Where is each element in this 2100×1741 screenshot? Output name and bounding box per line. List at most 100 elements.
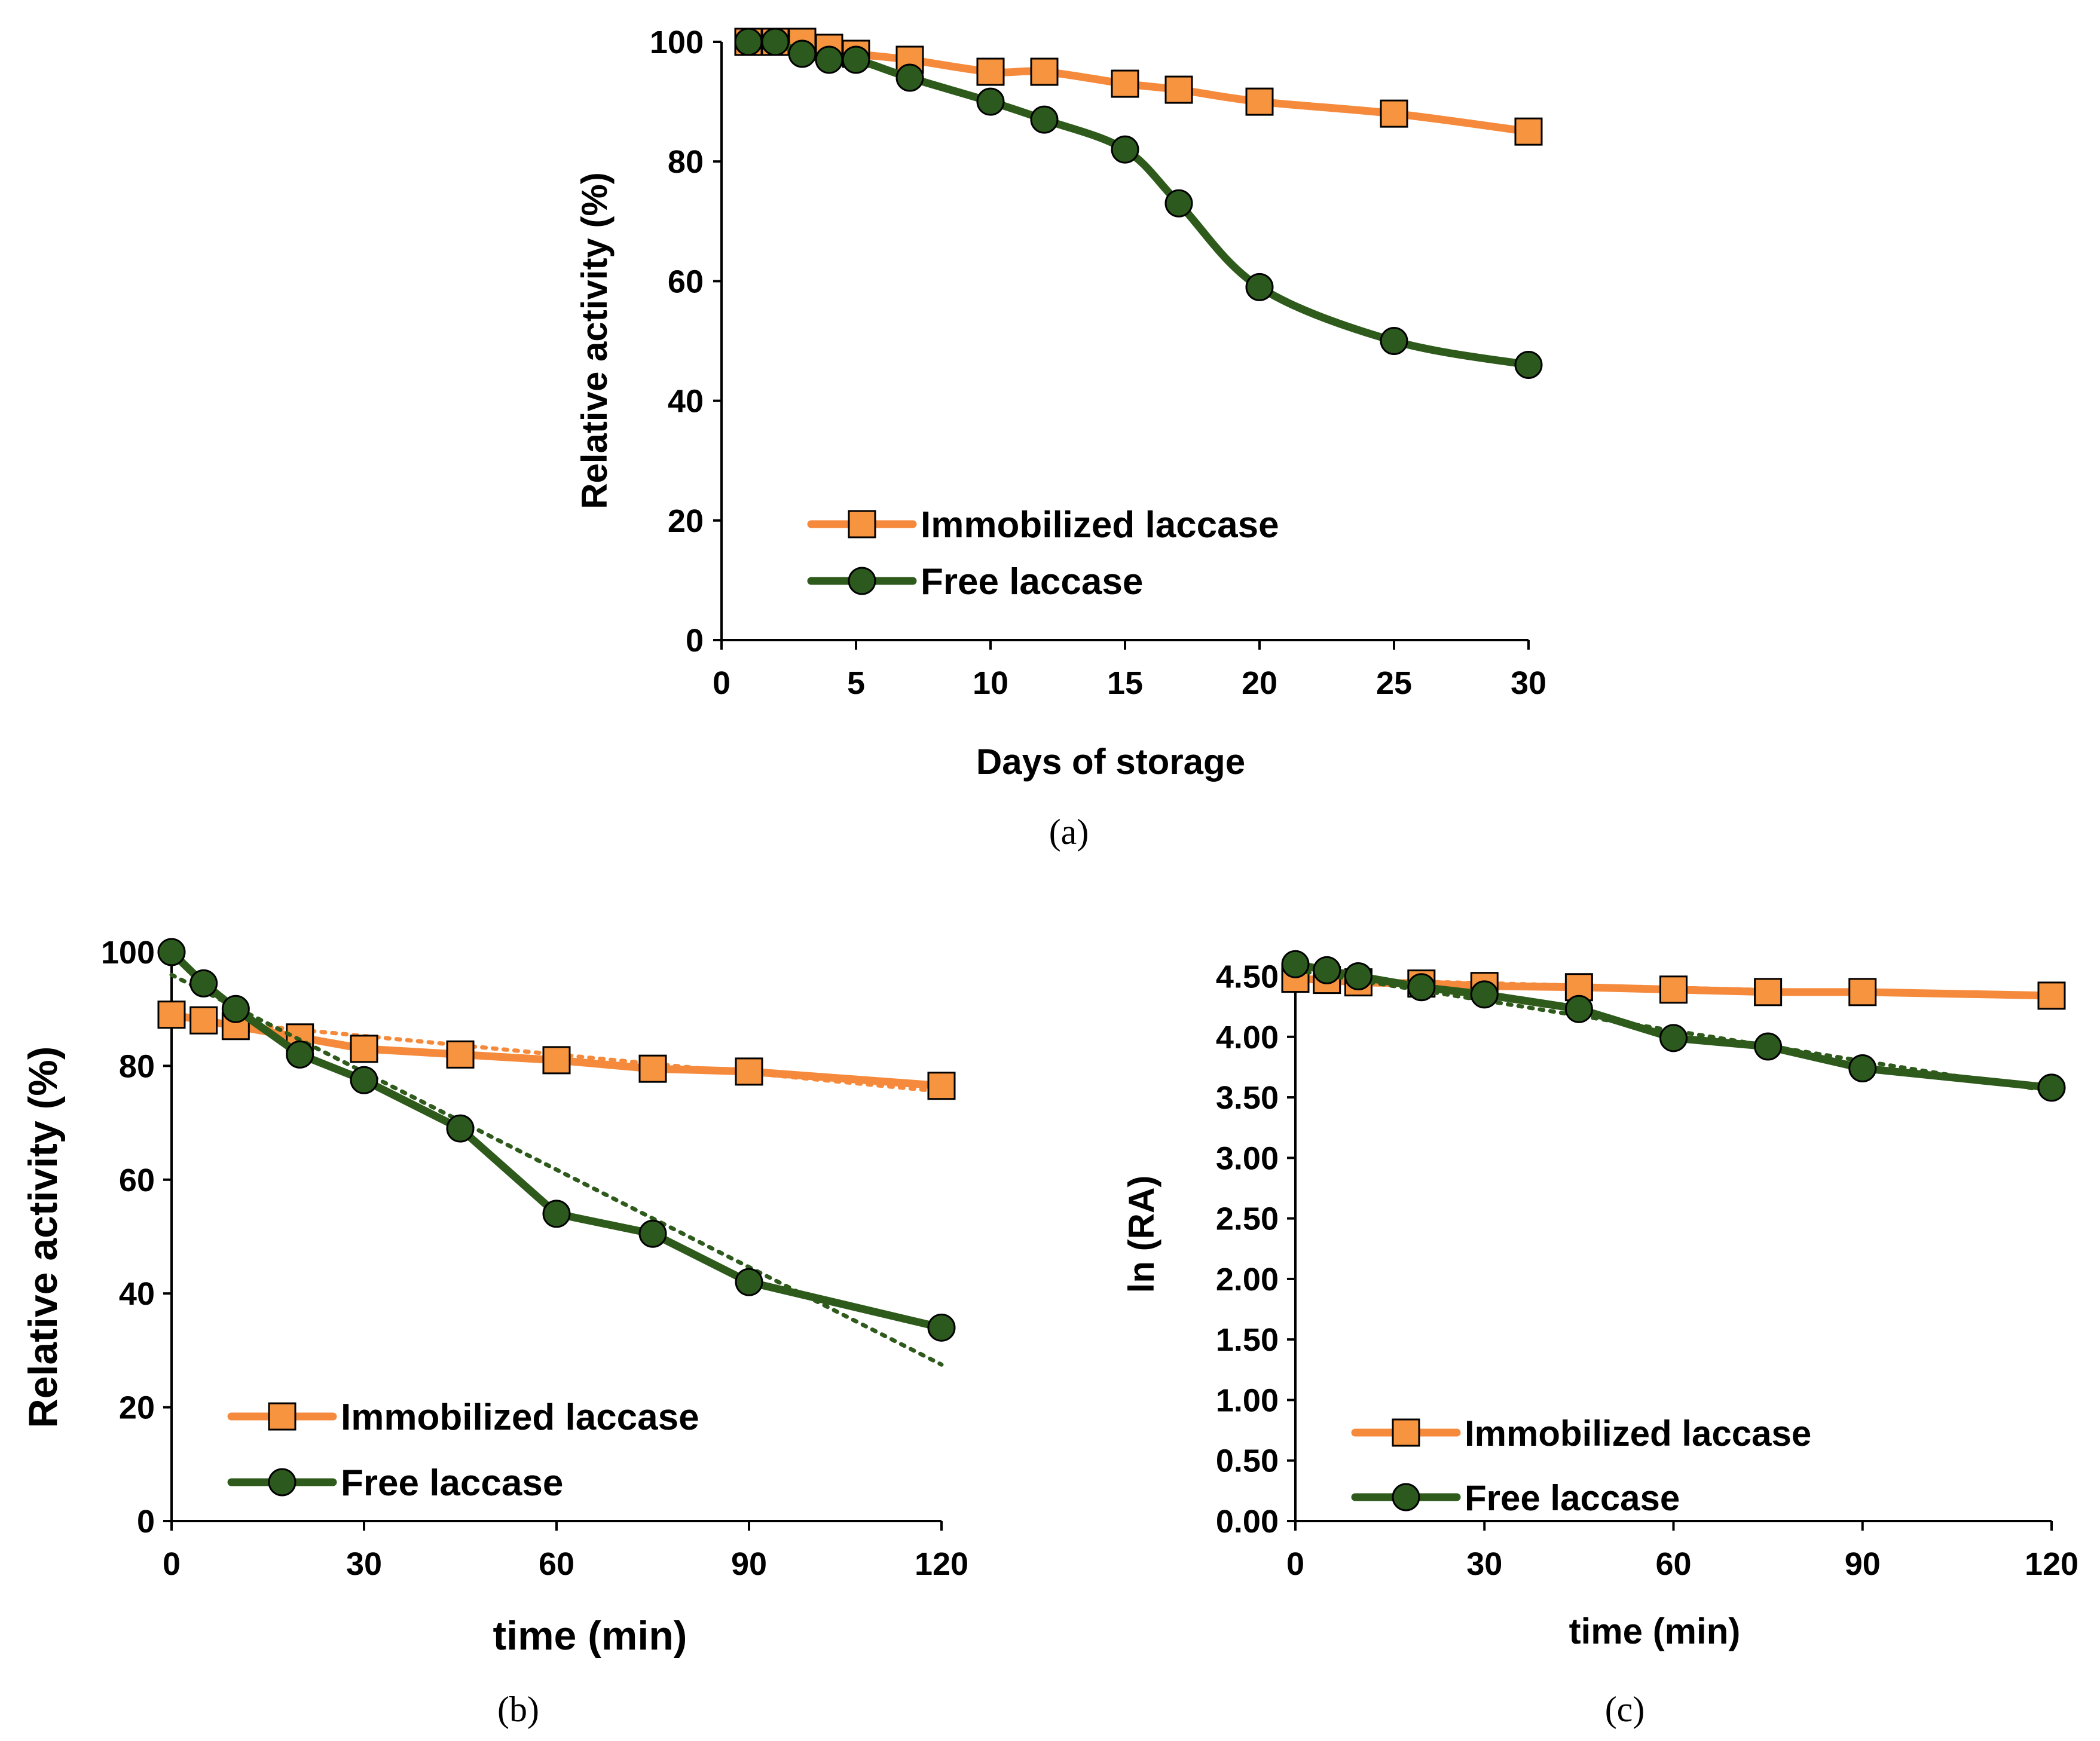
immobilized-data-point: [542, 1046, 571, 1075]
y-tick-label: 20: [668, 503, 704, 539]
legend-label: Immobilized laccase: [341, 1397, 699, 1438]
free-data-point: [1407, 973, 1436, 1002]
y-tick-label: 4.00: [1216, 1020, 1279, 1055]
legend-circle-marker: [848, 567, 876, 595]
free-data-point: [1245, 273, 1274, 301]
free-data-point: [189, 969, 218, 998]
free-data-point: [1848, 1054, 1877, 1082]
x-tick-label: 25: [1376, 665, 1412, 701]
immobilized-data-point: [2037, 981, 2066, 1010]
x-tick-label: 0: [1286, 1546, 1304, 1582]
series-line-free: [167, 948, 946, 1332]
x-axis-title: time (min): [493, 1613, 687, 1659]
panel-label: (c): [1605, 1690, 1645, 1729]
y-tick-label: 1.00: [1216, 1382, 1279, 1418]
trendline-free: [169, 972, 944, 1367]
free-data-point: [734, 27, 763, 56]
free-data-point: [1313, 956, 1341, 984]
free-data-point: [976, 87, 1005, 116]
free-data-point: [350, 1066, 378, 1094]
y-tick-label: 100: [101, 935, 155, 971]
chart-b: 0 20 40 60 80 100 0 30 60 90 120 time (min) Relative…: [20, 935, 968, 1729]
free-data-point: [1470, 980, 1499, 1009]
x-tick-label: 90: [731, 1546, 767, 1582]
free-data-point: [542, 1200, 571, 1228]
immobilized-data-point: [157, 1000, 186, 1029]
y-tick-label: 80: [668, 144, 704, 180]
panel-label: (a): [1049, 812, 1089, 852]
free-data-point: [761, 27, 790, 56]
y-tick-label: 0: [686, 623, 704, 659]
free-data-point: [1564, 995, 1593, 1023]
immobilized-data-point: [189, 1006, 218, 1035]
x-axis-title: time (min): [1569, 1611, 1741, 1651]
x-tick-label: 60: [539, 1546, 574, 1582]
y-tick-label: 40: [668, 384, 704, 420]
y-tick-label: 80: [119, 1048, 155, 1084]
immobilized-data-point: [1514, 117, 1543, 146]
y-tick-label: 1.50: [1216, 1322, 1279, 1358]
free-data-point: [286, 1040, 314, 1069]
y-tick-label: 2.50: [1216, 1201, 1279, 1237]
free-data-point: [2037, 1073, 2066, 1102]
x-tick-label: 15: [1107, 665, 1143, 701]
legend: Immobilized laccase Free laccase: [227, 1397, 699, 1504]
x-tick-label: 20: [1242, 665, 1277, 701]
immobilized-data-point: [927, 1072, 956, 1100]
y-tick-label: 2.00: [1216, 1262, 1279, 1298]
free-data-point: [927, 1313, 956, 1342]
x-tick-label: 0: [713, 665, 730, 701]
immobilized-data-point: [446, 1040, 475, 1069]
x-tick-label: 0: [163, 1546, 181, 1582]
x-tick-label: 30: [1511, 665, 1546, 701]
immobilized-data-point: [1754, 978, 1783, 1006]
legend-label: Immobilized laccase: [921, 504, 1279, 546]
x-tick-label: 30: [1466, 1546, 1502, 1582]
x-axis-title: Days of storage: [976, 742, 1245, 782]
legend-label: Free laccase: [341, 1462, 563, 1504]
free-data-point: [157, 938, 186, 966]
immobilized-data-point: [1659, 975, 1688, 1004]
free-data-point: [842, 45, 870, 74]
y-tick-label: 3.50: [1216, 1080, 1279, 1116]
y-tick-label: 0.50: [1216, 1443, 1279, 1479]
free-data-point: [1164, 189, 1193, 218]
legend-square-marker: [1392, 1418, 1420, 1447]
series-line-immobilized: [167, 1011, 946, 1090]
series-line-free: [1291, 960, 2056, 1092]
free-data-point: [1030, 105, 1059, 134]
free-data-point: [638, 1219, 667, 1248]
chart-c: 0.00 0.50 1.00 1.50 2.00 2.50 3.00 3.50 4.00 4.50…: [1121, 950, 2078, 1729]
immobilized-data-point: [735, 1057, 763, 1086]
x-tick-label: 30: [346, 1546, 382, 1582]
free-data-point: [735, 1268, 763, 1296]
free-data-point: [788, 39, 817, 68]
y-axis-title: ln (RA): [1121, 1176, 1161, 1293]
y-axis-title: Relative activity (%): [574, 172, 615, 509]
x-tick-label: 60: [1655, 1546, 1691, 1582]
free-data-point: [895, 63, 924, 92]
legend: Immobilized laccase Free laccase: [1351, 1413, 1811, 1518]
free-data-point: [1281, 950, 1310, 978]
y-tick-label: 60: [119, 1162, 155, 1198]
y-tick-label: 3.00: [1216, 1140, 1279, 1176]
legend-square-marker: [848, 510, 876, 538]
y-tick-label: 60: [668, 264, 704, 299]
x-tick-label: 120: [2025, 1546, 2078, 1582]
immobilized-data-point: [1848, 978, 1877, 1006]
chart-a: 0 20 40 60 80 100 0 5 10 15 20 25 30 Days of storage R…: [574, 25, 1546, 852]
x-tick-label: 10: [973, 665, 1008, 701]
free-data-point: [1514, 351, 1543, 380]
legend-label: Free laccase: [1465, 1478, 1680, 1518]
x-tick-label: 5: [847, 665, 865, 701]
y-tick-label: 4.50: [1216, 959, 1279, 995]
y-tick-label: 40: [119, 1276, 155, 1312]
free-data-point: [1111, 135, 1139, 164]
legend-label: Immobilized laccase: [1465, 1413, 1811, 1454]
series-line-immobilized: [1291, 975, 2056, 1000]
immobilized-data-point: [1245, 87, 1274, 116]
x-tick-label: 120: [915, 1546, 968, 1582]
y-tick-label: 0.00: [1216, 1504, 1279, 1540]
y-axis-title: Relative activity (%): [20, 1047, 66, 1428]
